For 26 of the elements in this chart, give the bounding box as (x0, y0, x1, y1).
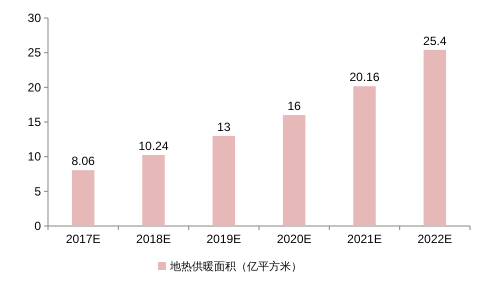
data-label: 13 (217, 120, 231, 134)
bar (212, 136, 236, 226)
data-label: 20.16 (349, 70, 380, 84)
x-tick-label: 2019E (206, 232, 242, 246)
x-tick-label: 2018E (136, 232, 171, 246)
data-label: 16 (287, 99, 302, 114)
data-label: 25.4 (423, 34, 447, 48)
data-label: 8.06 (71, 154, 96, 168)
y-tick-label: 5 (34, 184, 42, 198)
x-tick-label: 2021E (347, 232, 382, 246)
y-tick-label: 20 (28, 80, 42, 94)
bar (142, 155, 165, 226)
y-tick-label: 25 (28, 46, 42, 60)
x-tick-label: 2017E (66, 232, 101, 246)
x-tick-label: 2020E (276, 232, 312, 246)
bar (72, 170, 94, 226)
y-tick-label: 10 (28, 150, 42, 164)
bar (353, 86, 376, 226)
x-tick-label: 2022E (417, 232, 452, 246)
y-tick-label: 0 (34, 219, 42, 233)
y-tick-label: 15 (28, 115, 42, 129)
data-label: 10.24 (138, 139, 169, 154)
bar (282, 115, 306, 226)
bar (424, 50, 446, 226)
y-tick-label: 30 (28, 11, 42, 25)
legend-label: 地热供暖面积（亿平方米） (169, 260, 302, 273)
